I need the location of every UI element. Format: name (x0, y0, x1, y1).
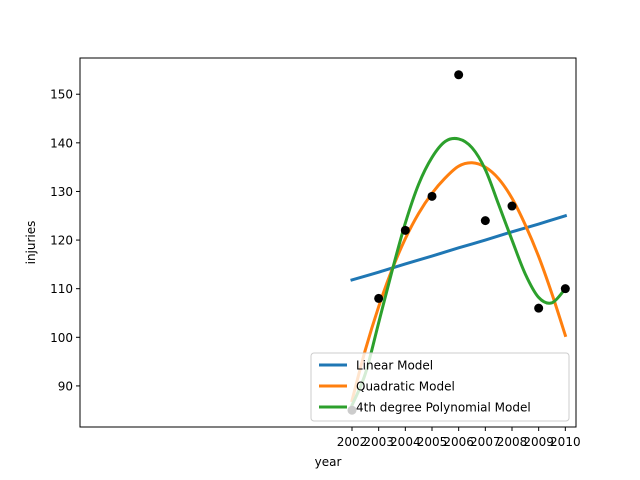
series-lines (350, 136, 568, 408)
x-axis-label: year (315, 455, 342, 469)
y-axis: 90 100 110 120 130 140 150 (50, 88, 80, 393)
data-point (534, 303, 544, 313)
legend-label: 4th degree Polynomial Model (356, 401, 531, 415)
y-tick-label: 100 (50, 331, 73, 345)
plot-frame (79, 57, 577, 428)
y-tick-label: 120 (50, 234, 73, 248)
series-line-2 (350, 161, 568, 403)
x-tick-label: 2010 (550, 435, 581, 449)
series-line-1 (350, 213, 568, 282)
data-point (374, 293, 384, 303)
x-tick-label: 2008 (497, 435, 528, 449)
legend-label: Quadratic Model (356, 380, 455, 394)
y-tick-label: 140 (50, 136, 73, 150)
x-tick-label: 2007 (470, 435, 501, 449)
x-tick-label: 2009 (523, 435, 554, 449)
data-point (454, 70, 464, 80)
data-point (480, 216, 490, 226)
x-tick-label: 2005 (417, 435, 448, 449)
x-tick-label: 2006 (443, 435, 474, 449)
x-tick-label: 2004 (390, 435, 421, 449)
x-tick-label: 2002 (337, 435, 368, 449)
legend-label: Linear Model (356, 359, 433, 373)
data-point (560, 284, 570, 294)
x-tick-label: 2003 (363, 435, 394, 449)
y-tick-label: 110 (50, 282, 73, 296)
y-axis-label: injuries (24, 221, 38, 265)
y-tick-label: 130 (50, 185, 73, 199)
legend-box (310, 352, 570, 422)
scatter-points (347, 70, 570, 415)
y-tick-label: 150 (50, 88, 73, 102)
data-point (427, 191, 437, 201)
legend: Linear Model Quadratic Model 4th degree Po… (310, 352, 570, 422)
y-tick-label: 90 (58, 379, 73, 393)
series-line-3 (350, 136, 568, 408)
data-point (507, 201, 517, 211)
data-point (400, 225, 410, 235)
